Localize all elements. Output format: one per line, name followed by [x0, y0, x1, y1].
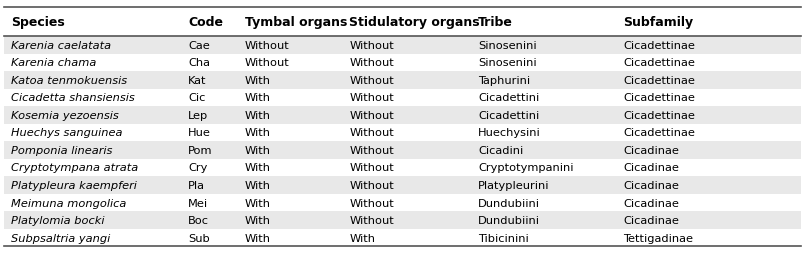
Text: Cicadini: Cicadini: [478, 145, 523, 155]
Text: With: With: [245, 180, 270, 190]
Text: Tettigadinae: Tettigadinae: [623, 233, 693, 243]
Text: Platypleurini: Platypleurini: [478, 180, 550, 190]
Text: Tymbal organs: Tymbal organs: [245, 16, 347, 29]
Text: Boc: Boc: [188, 215, 209, 225]
Bar: [4, 107, 801, 124]
Text: Tribe: Tribe: [478, 16, 513, 29]
Text: Cicadetta shansiensis: Cicadetta shansiensis: [11, 93, 135, 103]
Bar: [4, 72, 801, 89]
Text: Pla: Pla: [188, 180, 205, 190]
Text: Lep: Lep: [188, 110, 208, 120]
Bar: [4, 142, 801, 159]
Text: Without: Without: [349, 41, 394, 51]
Text: Platylomia bocki: Platylomia bocki: [11, 215, 105, 225]
Text: Without: Without: [349, 75, 394, 85]
Text: Without: Without: [349, 93, 394, 103]
Bar: [4, 37, 801, 54]
Text: Cicadinae: Cicadinae: [623, 145, 679, 155]
Text: Without: Without: [349, 180, 394, 190]
Text: Pomponia linearis: Pomponia linearis: [11, 145, 113, 155]
Text: Without: Without: [349, 145, 394, 155]
Text: Sinosenini: Sinosenini: [478, 41, 537, 51]
Text: With: With: [245, 93, 270, 103]
Text: Cicadinae: Cicadinae: [623, 163, 679, 173]
Text: Cae: Cae: [188, 41, 210, 51]
Text: Subpsaltria yangi: Subpsaltria yangi: [11, 233, 110, 243]
Text: Sub: Sub: [188, 233, 210, 243]
Text: With: With: [245, 233, 270, 243]
Text: Code: Code: [188, 16, 223, 29]
Bar: [4, 194, 801, 211]
Text: Tibicinini: Tibicinini: [478, 233, 529, 243]
Text: Huechysini: Huechysini: [478, 128, 541, 138]
Text: Cicadettinae: Cicadettinae: [623, 41, 695, 51]
Bar: [4, 229, 801, 246]
Bar: [4, 177, 801, 194]
Text: Cryptotympana atrata: Cryptotympana atrata: [11, 163, 138, 173]
Text: Cicadettinae: Cicadettinae: [623, 58, 695, 68]
Text: Huechys sanguinea: Huechys sanguinea: [11, 128, 123, 138]
Text: With: With: [245, 75, 270, 85]
Text: Stidulatory organs: Stidulatory organs: [349, 16, 480, 29]
Text: Cha: Cha: [188, 58, 210, 68]
Text: With: With: [245, 145, 270, 155]
Text: Karenia chama: Karenia chama: [11, 58, 97, 68]
Text: Cicadinae: Cicadinae: [623, 215, 679, 225]
Text: With: With: [245, 110, 270, 120]
Text: Cicadettinae: Cicadettinae: [623, 110, 695, 120]
Text: With: With: [245, 163, 270, 173]
Text: With: With: [245, 198, 270, 208]
Text: With: With: [245, 215, 270, 225]
Text: Without: Without: [245, 41, 290, 51]
Text: Mei: Mei: [188, 198, 208, 208]
Text: Hue: Hue: [188, 128, 211, 138]
Text: Without: Without: [349, 198, 394, 208]
Text: Dundubiini: Dundubiini: [478, 215, 540, 225]
Text: Cry: Cry: [188, 163, 208, 173]
Text: Dundubiini: Dundubiini: [478, 198, 540, 208]
Text: Sinosenini: Sinosenini: [478, 58, 537, 68]
Bar: [4, 211, 801, 229]
Text: Without: Without: [349, 163, 394, 173]
Text: Cicadettinae: Cicadettinae: [623, 128, 695, 138]
Text: Cicadettini: Cicadettini: [478, 110, 539, 120]
Bar: [4, 159, 801, 177]
Text: Kosemia yezoensis: Kosemia yezoensis: [11, 110, 119, 120]
Text: Cicadettini: Cicadettini: [478, 93, 539, 103]
Text: Pom: Pom: [188, 145, 213, 155]
Text: Taphurini: Taphurini: [478, 75, 530, 85]
Text: Without: Without: [349, 58, 394, 68]
Bar: [4, 124, 801, 142]
Text: Cicadettinae: Cicadettinae: [623, 75, 695, 85]
Text: Cicadinae: Cicadinae: [623, 198, 679, 208]
Text: Katoa tenmokuensis: Katoa tenmokuensis: [11, 75, 127, 85]
Bar: [4, 54, 801, 72]
Text: Subfamily: Subfamily: [623, 16, 693, 29]
Bar: [4, 89, 801, 107]
Text: With: With: [349, 233, 375, 243]
Text: Without: Without: [349, 215, 394, 225]
Text: Platypleura kaempferi: Platypleura kaempferi: [11, 180, 137, 190]
Text: Without: Without: [349, 110, 394, 120]
Text: Cicadettinae: Cicadettinae: [623, 93, 695, 103]
Text: Karenia caelatata: Karenia caelatata: [11, 41, 111, 51]
Text: Cic: Cic: [188, 93, 206, 103]
Text: With: With: [245, 128, 270, 138]
Text: Meimuna mongolica: Meimuna mongolica: [11, 198, 126, 208]
Text: Cicadinae: Cicadinae: [623, 180, 679, 190]
Text: Cryptotympanini: Cryptotympanini: [478, 163, 574, 173]
Text: Without: Without: [349, 128, 394, 138]
Text: Species: Species: [11, 16, 65, 29]
Text: Kat: Kat: [188, 75, 207, 85]
Text: Without: Without: [245, 58, 290, 68]
